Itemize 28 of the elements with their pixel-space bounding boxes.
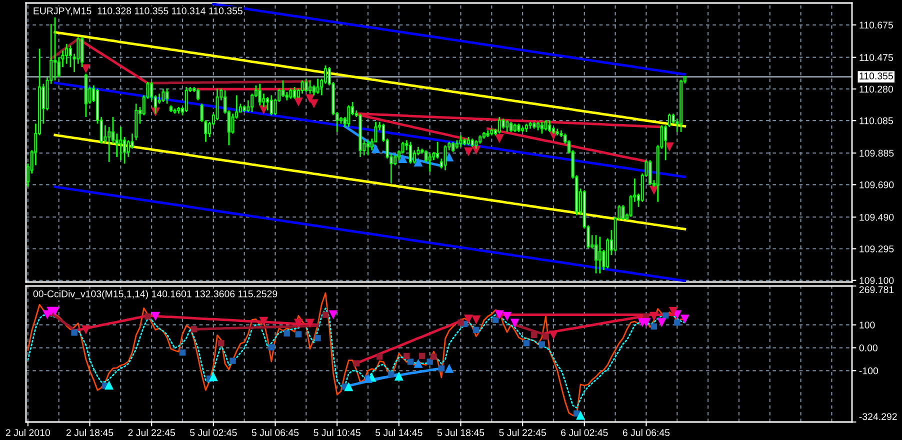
y-tick-label: 110.475 <box>860 54 893 61</box>
y-tick-label: 269.781 <box>859 286 894 294</box>
x-tick-label: 2 Jul 2010 <box>6 428 50 436</box>
x-tick-label: 5 Jul 06:45 <box>252 428 299 436</box>
y-tick-label: -324.292 <box>859 413 897 420</box>
y-tick-label: 100 <box>860 322 875 328</box>
x-tick-label: 5 Jul 10:45 <box>314 428 360 436</box>
chart-title: 00-CciDiv_v103(M15,1,14) 140.1601 132.3606 115.2529 <box>33 290 278 300</box>
y-tick-label: 109.690 <box>860 181 894 188</box>
y-tick-label: -100 <box>859 367 878 374</box>
y-tick-label: 0.00 <box>859 344 878 352</box>
x-tick-label: 5 Jul 14:45 <box>376 428 422 436</box>
y-tick-label: 109.295 <box>860 245 894 252</box>
y-tick-label: 110.675 <box>860 22 893 29</box>
y-tick-label: 109.490 <box>860 214 894 221</box>
y-tick-label: 109.885 <box>860 150 894 157</box>
x-tick-label: 5 Jul 02:45 <box>190 428 237 436</box>
y-tick-label: 110.085 <box>860 117 893 124</box>
x-tick-label: 6 Jul 06:45 <box>622 428 670 436</box>
y-tick-label: 110.280 <box>860 86 893 93</box>
x-tick-label: 2 Jul 22:45 <box>128 428 175 436</box>
ref-line-label: 110.355 <box>860 72 893 80</box>
y-tick-label: 109.100 <box>860 277 894 284</box>
x-tick-label: 5 Jul 22:45 <box>499 428 546 436</box>
x-tick-label: 2 Jul 18:45 <box>66 428 114 436</box>
chart-title: EURJPY,M15 110.328 110.355 110.314 110.355 <box>34 7 242 16</box>
x-tick-label: 6 Jul 02:45 <box>561 428 608 436</box>
x-tick-label: 5 Jul 18:45 <box>437 428 484 436</box>
